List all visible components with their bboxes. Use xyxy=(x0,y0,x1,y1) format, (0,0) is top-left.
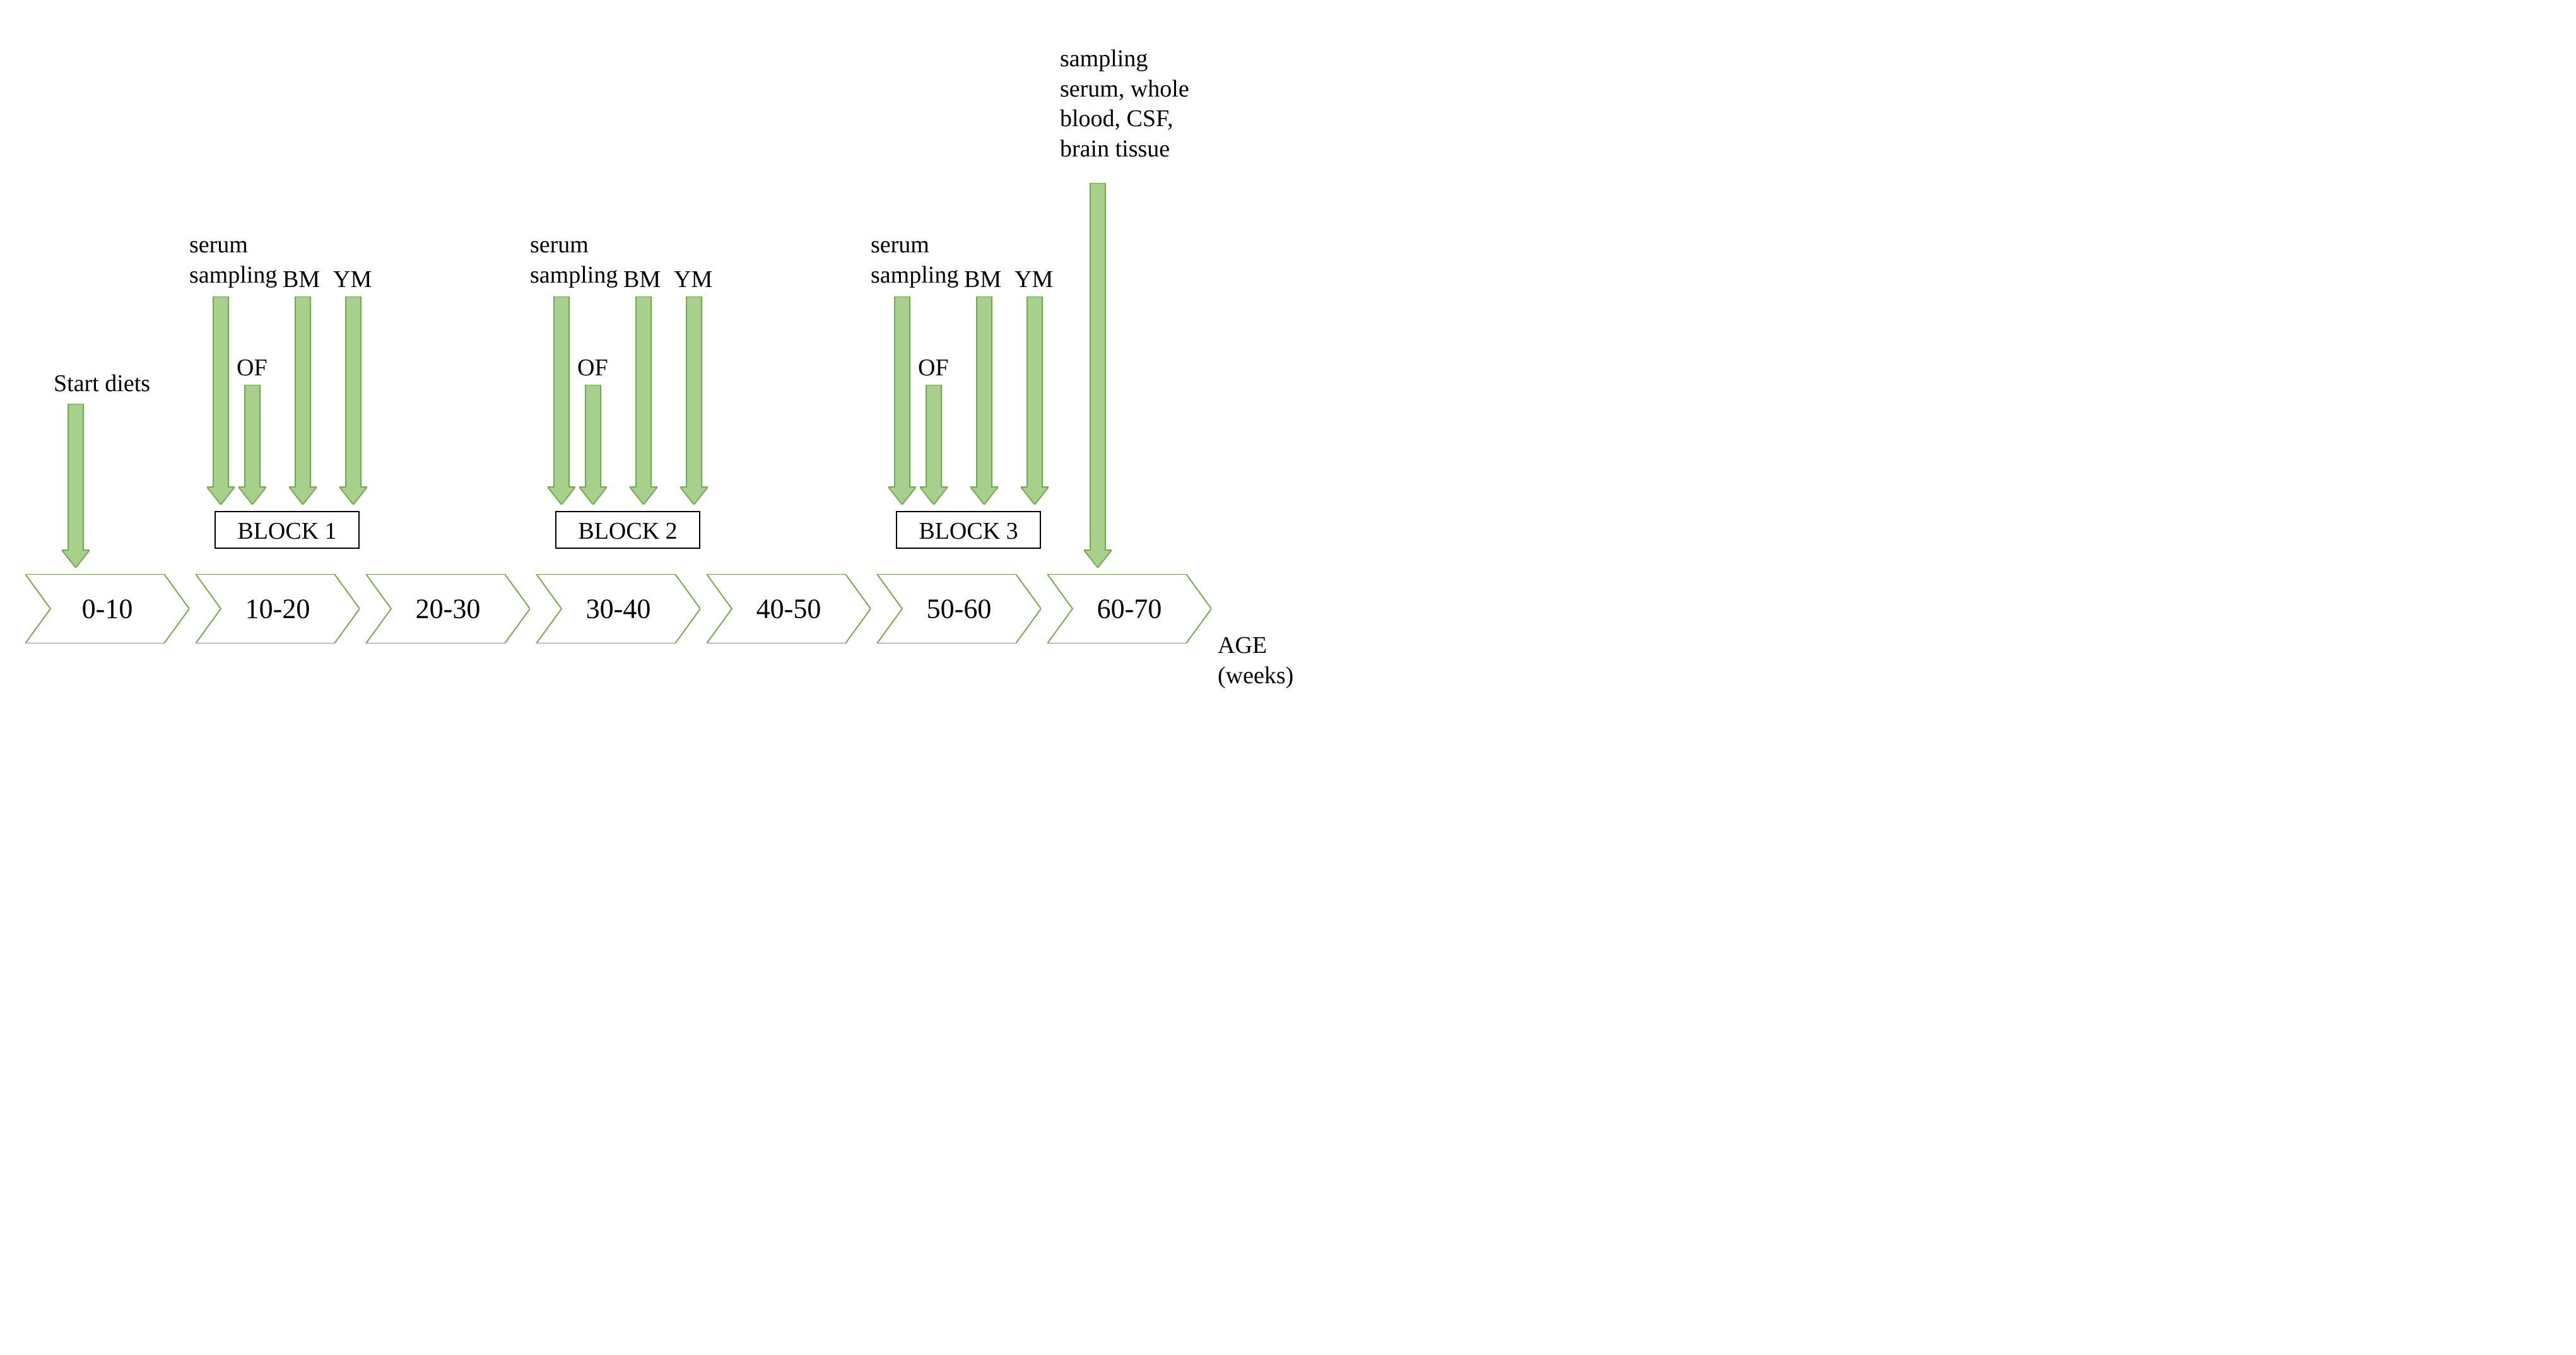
down-arrow xyxy=(888,296,916,505)
timeline-chevron: 60-70 xyxy=(1047,574,1211,643)
block-box: BLOCK 1 xyxy=(215,511,360,549)
axis-label: AGE(weeks) xyxy=(1218,631,1293,691)
block-box: BLOCK 3 xyxy=(896,511,1041,549)
timeline-chevron-label: 60-70 xyxy=(1047,593,1211,625)
event-label: serumsampling xyxy=(530,230,618,290)
down-arrow xyxy=(339,296,367,505)
down-arrow xyxy=(289,296,317,505)
event-label: BM xyxy=(623,265,661,295)
event-label: OF xyxy=(237,353,268,384)
timeline-diagram: 0-10 10-20 20-30 30-40 40-50 50-60 60-70… xyxy=(25,25,1287,688)
timeline-chevron-label: 10-20 xyxy=(196,593,360,625)
down-arrow xyxy=(238,385,266,505)
down-arrow xyxy=(920,385,948,505)
timeline-chevron-label: 50-60 xyxy=(877,593,1041,625)
timeline-chevron: 20-30 xyxy=(366,574,530,643)
event-label: OF xyxy=(577,353,608,384)
timeline-chevron: 0-10 xyxy=(25,574,189,643)
event-label: samplingserum, wholeblood, CSF,brain tis… xyxy=(1060,44,1189,164)
timeline-chevron: 40-50 xyxy=(707,574,871,643)
event-label: serumsampling xyxy=(871,230,958,290)
down-arrow xyxy=(207,296,235,505)
timeline-chevron-label: 0-10 xyxy=(25,593,189,625)
down-arrow xyxy=(579,385,607,505)
timeline-chevron: 30-40 xyxy=(536,574,700,643)
down-arrow xyxy=(970,296,998,505)
down-arrow xyxy=(1021,296,1049,505)
event-label: BM xyxy=(283,265,320,295)
event-label: BM xyxy=(964,265,1001,295)
event-label: YM xyxy=(674,265,712,295)
down-arrow xyxy=(1084,183,1112,568)
block-box: BLOCK 2 xyxy=(555,511,700,549)
event-label: serumsampling xyxy=(189,230,277,290)
down-arrow xyxy=(62,404,90,568)
event-label: YM xyxy=(1015,265,1053,295)
event-label: YM xyxy=(333,265,372,295)
timeline-chevron-label: 20-30 xyxy=(366,593,530,625)
timeline-chevron-label: 30-40 xyxy=(536,593,700,625)
timeline-chevron: 50-60 xyxy=(877,574,1041,643)
down-arrow xyxy=(680,296,708,505)
event-label: Start diets xyxy=(54,369,150,399)
timeline-chevron: 10-20 xyxy=(196,574,360,643)
down-arrow xyxy=(630,296,657,505)
down-arrow xyxy=(548,296,575,505)
timeline-chevron-label: 40-50 xyxy=(707,593,871,625)
event-label: OF xyxy=(918,353,949,384)
